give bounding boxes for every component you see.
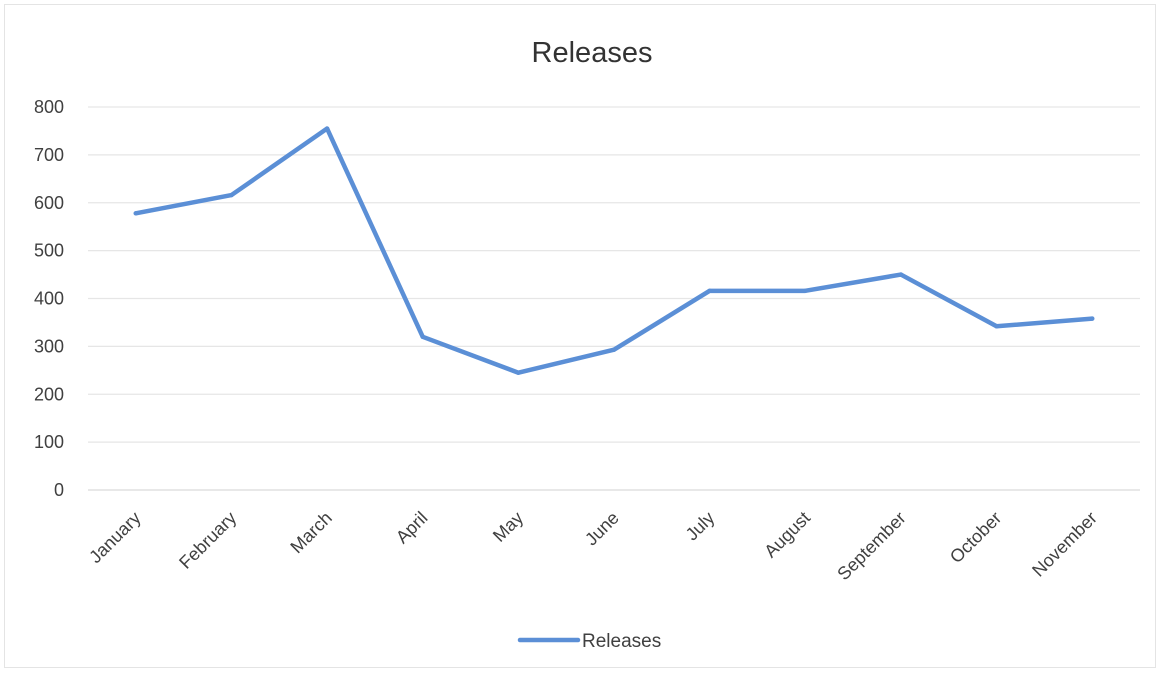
y-tick-label: 300 xyxy=(34,336,64,356)
series-layer xyxy=(133,126,1095,375)
x-tick-label-april: April xyxy=(392,508,432,548)
data-point-november xyxy=(1089,316,1095,321)
data-point-may xyxy=(516,370,521,375)
y-tick-label: 100 xyxy=(34,432,64,452)
x-tick-label-november: November xyxy=(1028,508,1101,581)
x-tick-label-january: January xyxy=(85,508,144,567)
data-point-september xyxy=(898,272,904,277)
x-tick-label-august: August xyxy=(760,508,814,562)
y-tick-label: 800 xyxy=(34,97,64,117)
y-tick-label: 200 xyxy=(34,384,64,404)
data-point-june xyxy=(611,347,617,352)
x-tick-label-october: October xyxy=(946,508,1005,567)
x-axis-ticks: January February March April May June July Augu… xyxy=(85,508,1101,584)
y-tick-label: 600 xyxy=(34,193,64,213)
y-tick-label: 700 xyxy=(34,145,64,165)
legend: Releases xyxy=(517,631,661,652)
x-tick-label-july: July xyxy=(682,508,719,545)
data-point-october xyxy=(994,324,999,329)
y-tick-label: 400 xyxy=(34,289,64,309)
x-tick-label-march: March xyxy=(286,508,336,558)
data-point-april xyxy=(420,334,425,339)
data-point-january xyxy=(133,211,139,216)
data-point-august xyxy=(803,288,808,294)
y-axis-ticks: 0 100 200 300 400 500 600 700 800 xyxy=(34,97,64,500)
legend-label: Releases xyxy=(582,631,661,652)
y-tick-label: 500 xyxy=(34,241,64,261)
data-point-march xyxy=(324,126,330,131)
x-tick-label-june: June xyxy=(581,508,623,550)
x-tick-label-may: May xyxy=(489,508,527,546)
x-tick-label-september: September xyxy=(833,508,909,584)
chart-title: Releases xyxy=(532,37,653,69)
y-tick-label: 0 xyxy=(54,480,64,500)
gridlines xyxy=(88,106,1140,491)
chart-frame xyxy=(4,4,1156,668)
data-point-february xyxy=(229,192,234,198)
x-tick-label-february: February xyxy=(175,508,240,573)
data-point-july xyxy=(707,288,712,294)
